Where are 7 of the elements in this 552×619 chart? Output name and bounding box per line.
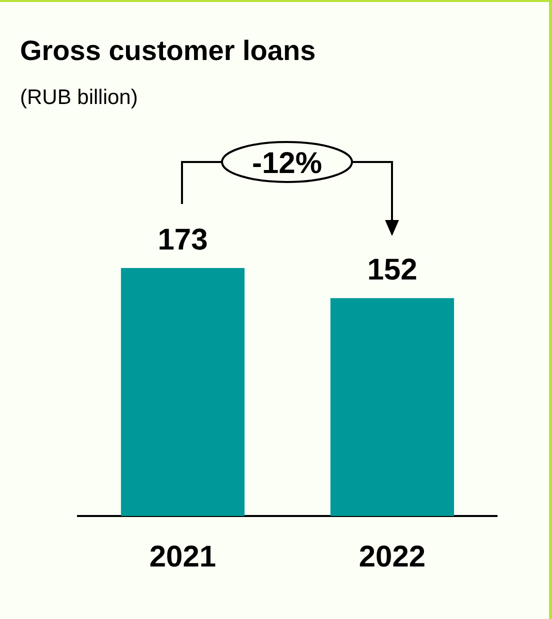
chart-subtitle: (RUB billion) [20, 86, 138, 110]
data-label: 173 [158, 223, 208, 256]
x-tick-label: 2022 [358, 540, 426, 574]
data-label: 152 [367, 253, 418, 286]
text: -12% [250, 147, 324, 181]
chart-title: Gross customer loans [20, 35, 316, 67]
x-tick-label: 2021 [149, 540, 216, 574]
